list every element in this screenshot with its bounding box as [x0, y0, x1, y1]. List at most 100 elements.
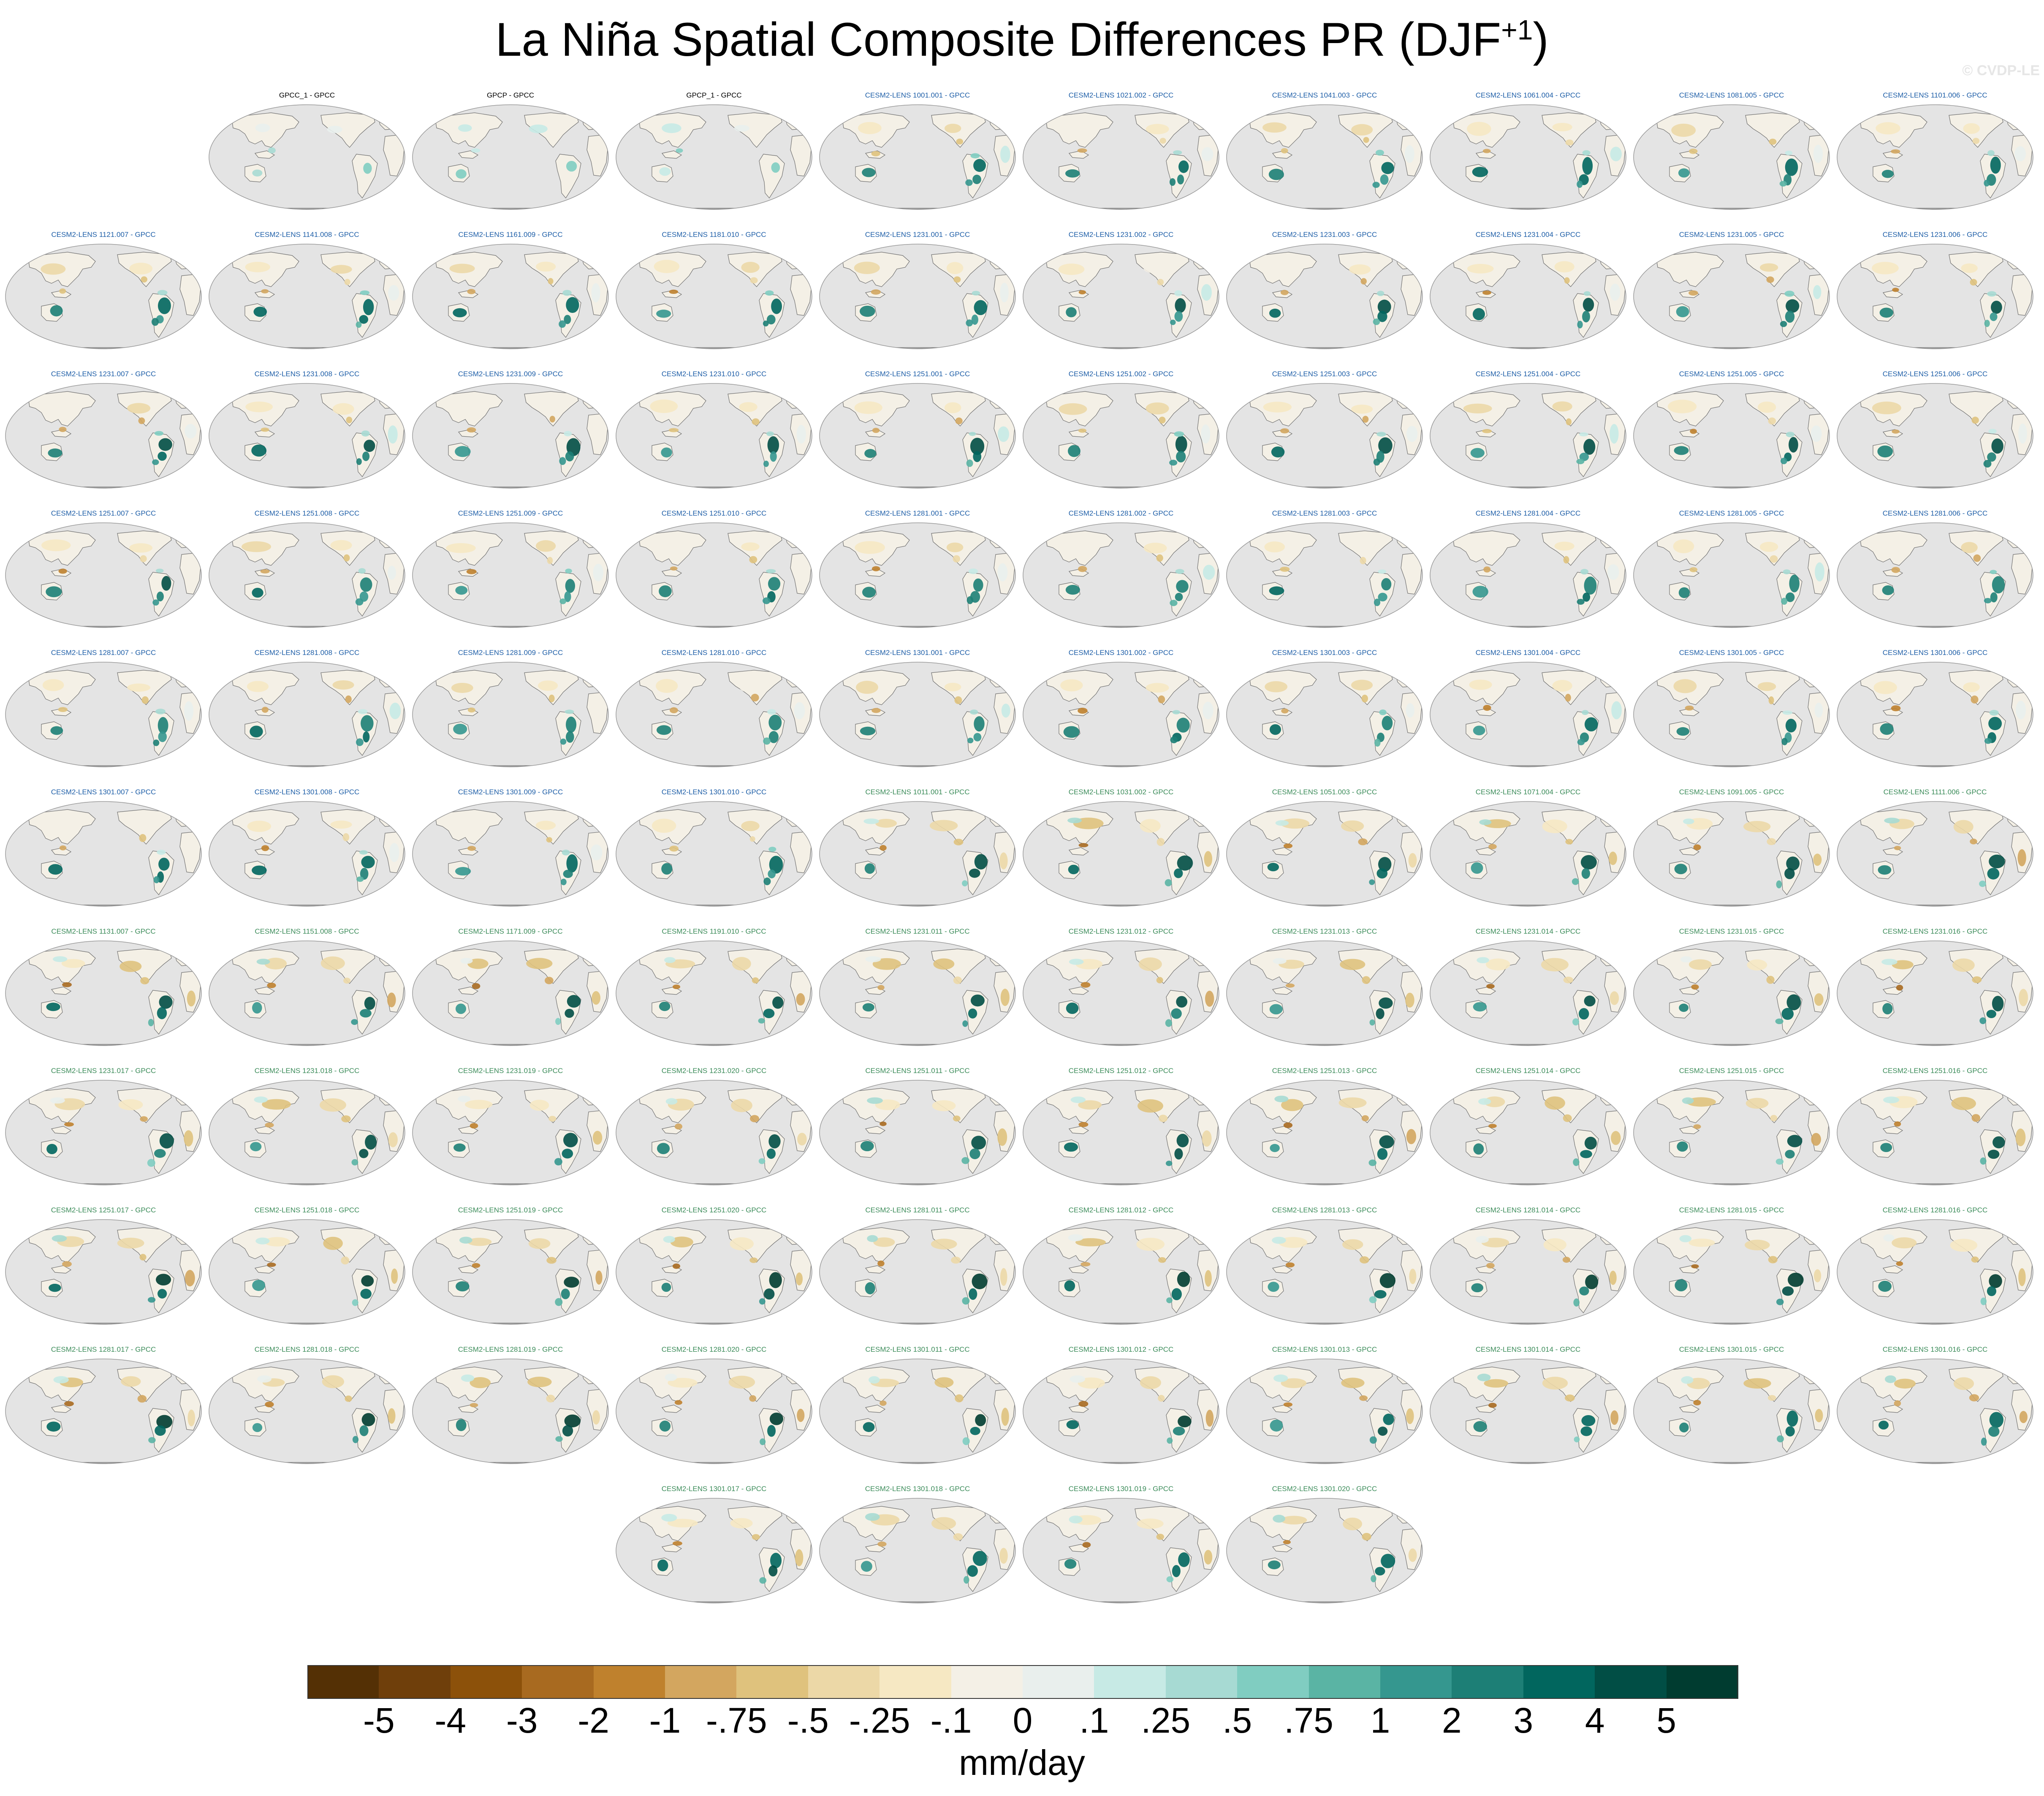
precip-anomaly-patch: [1611, 701, 1622, 720]
precip-anomaly-patch: [1486, 984, 1495, 989]
map-panel: CESM2-LENS 1251.017 - GPCC: [4, 1206, 203, 1326]
precip-anomaly-patch: [184, 1130, 193, 1147]
precip-anomaly-patch: [1690, 429, 1697, 434]
precip-anomaly-patch: [470, 1123, 478, 1129]
precip-anomaly-patch: [1268, 1282, 1279, 1292]
precip-anomaly-patch: [1768, 696, 1774, 704]
globe-outline: [819, 940, 1016, 1046]
precip-anomaly-patch: [566, 731, 574, 743]
precip-anomaly-patch: [1577, 599, 1585, 605]
map-panel-title: CESM2-LENS 1251.005 - GPCC: [1679, 370, 1784, 378]
precip-anomaly-patch: [771, 298, 782, 314]
precip-anomaly-patch: [455, 586, 468, 595]
map-panel-title: CESM2-LENS 1231.016 - GPCC: [1882, 927, 1988, 935]
precip-anomaly-patch: [944, 682, 961, 692]
precip-anomaly-patch: [1988, 717, 2002, 731]
precip-anomaly-patch: [656, 310, 671, 318]
map-panel: CESM2-LENS 1281.005 - GPCC: [1632, 509, 1831, 629]
map-panel-title: CESM2-LENS 1231.017 - GPCC: [51, 1067, 156, 1075]
precip-anomaly-patch: [1406, 1408, 1414, 1424]
precip-anomaly-patch: [1000, 989, 1010, 1006]
colorbar-tick-label: 0: [1012, 1701, 1033, 1740]
precip-anomaly-patch: [2016, 701, 2026, 720]
map-panel-title: CESM2-LENS 1231.003 - GPCC: [1272, 231, 1377, 239]
map-panel: CESM2-LENS 1231.004 - GPCC: [1429, 230, 1627, 351]
precip-anomaly-patch: [1767, 1395, 1776, 1401]
precip-anomaly-patch: [1285, 983, 1295, 988]
map-globe: [1023, 244, 1219, 349]
precip-anomaly-patch: [763, 321, 769, 327]
map-panel-title: CESM2-LENS 1301.011 - GPCC: [865, 1345, 970, 1353]
precip-anomaly-patch: [471, 148, 480, 153]
precip-anomaly-patch: [1577, 321, 1583, 329]
globe-outline: [819, 104, 1016, 210]
precip-anomaly-patch: [1373, 458, 1380, 466]
precip-anomaly-patch: [121, 1376, 141, 1387]
precip-anomaly-patch: [1272, 1236, 1286, 1244]
colorbar-box: [450, 1665, 522, 1699]
precip-anomaly-patch: [1811, 425, 1822, 442]
precip-anomaly-patch: [332, 403, 354, 415]
precip-anomaly-patch: [1177, 174, 1184, 185]
map-panel: CESM2-LENS 1251.003 - GPCC: [1225, 370, 1424, 490]
precip-anomaly-patch: [1078, 1122, 1089, 1127]
precip-anomaly-patch: [1484, 1096, 1505, 1107]
precip-anomaly-patch: [1204, 851, 1213, 867]
precip-anomaly-patch: [157, 1007, 167, 1019]
precip-anomaly-patch: [855, 541, 885, 554]
precip-anomaly-patch: [872, 428, 880, 433]
precip-anomaly-patch: [1358, 838, 1368, 845]
precip-anomaly-patch: [752, 1534, 760, 1540]
precip-anomaly-patch: [1673, 539, 1694, 554]
globe-outline: [412, 1219, 609, 1325]
precip-anomaly-patch: [1581, 1415, 1596, 1426]
precip-anomaly-patch: [261, 706, 269, 713]
precip-anomaly-patch: [157, 451, 167, 461]
precip-anomaly-patch: [1482, 429, 1492, 433]
precip-anomaly-patch: [766, 569, 776, 573]
map-panel: CESM2-LENS 1281.012 - GPCC: [1022, 1206, 1220, 1326]
precip-anomaly-patch: [1745, 1098, 1769, 1109]
map-globe: [1226, 244, 1423, 349]
map-globe: [1023, 940, 1219, 1046]
map-globe: [819, 940, 1016, 1046]
precip-anomaly-patch: [185, 424, 197, 439]
precip-anomaly-patch: [763, 597, 771, 604]
precip-anomaly-patch: [1581, 868, 1590, 879]
map-globe: [209, 1219, 405, 1325]
precip-anomaly-patch: [359, 315, 369, 324]
precip-anomaly-patch: [50, 726, 63, 735]
precip-anomaly-patch: [944, 402, 961, 413]
precip-anomaly-patch: [555, 1436, 563, 1442]
precip-anomaly-patch: [456, 169, 467, 179]
precip-anomaly-patch: [1961, 542, 1978, 553]
map-panel-title: CESM2-LENS 1161.009 - GPCC: [458, 231, 563, 239]
precip-anomaly-patch: [567, 995, 581, 1008]
precip-anomaly-patch: [1068, 445, 1080, 457]
precip-anomaly-patch: [867, 1235, 878, 1242]
precip-anomaly-patch: [1078, 1100, 1102, 1110]
precip-anomaly-patch: [158, 858, 170, 871]
map-globe: [819, 1498, 1016, 1603]
globe-outline: [1633, 244, 1830, 349]
precip-anomaly-patch: [764, 1288, 775, 1300]
precip-anomaly-patch: [752, 418, 760, 425]
precip-anomaly-patch: [972, 1273, 988, 1289]
precip-anomaly-patch: [1789, 574, 1800, 592]
precip-anomaly-patch: [1676, 306, 1689, 318]
precip-anomaly-patch: [1989, 1412, 2004, 1428]
map-globe: [819, 1080, 1016, 1185]
precip-anomaly-patch: [974, 854, 988, 869]
precip-anomaly-patch: [1688, 1238, 1715, 1247]
precip-anomaly-patch: [1283, 1540, 1291, 1544]
colorbar-box: [1666, 1665, 1738, 1699]
globe-outline: [1023, 104, 1219, 210]
map-panel: CESM2-LENS 1251.019 - GPCC: [411, 1206, 610, 1326]
precip-anomaly-patch: [360, 1009, 372, 1018]
globe-outline: [1430, 662, 1626, 767]
precip-anomaly-patch: [352, 1299, 358, 1306]
precip-anomaly-patch: [739, 402, 757, 412]
map-globe: [5, 940, 202, 1046]
precip-anomaly-patch: [555, 1018, 561, 1025]
precip-anomaly-patch: [741, 821, 760, 831]
